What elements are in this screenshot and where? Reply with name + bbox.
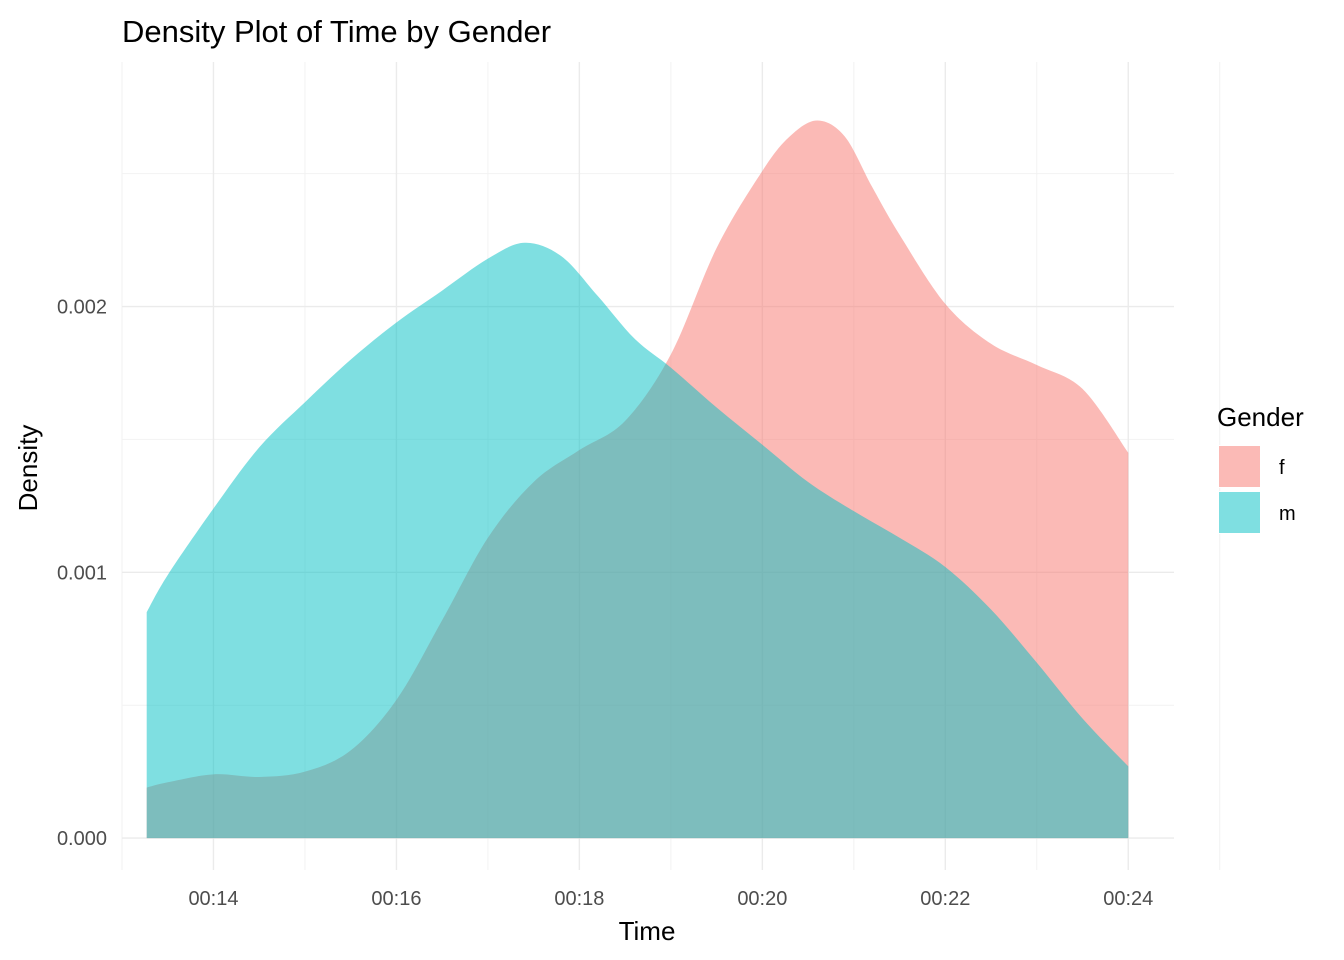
density-areas [146, 120, 1129, 839]
legend-title: Gender [1217, 402, 1304, 432]
legend-label-f: f [1279, 457, 1285, 479]
x-tick-label: 00:18 [554, 888, 604, 910]
y-tick-label: 0.000 [57, 828, 107, 850]
y-axis-ticks: 0.000 0.001 0.002 [57, 297, 107, 851]
x-axis-ticks: 00:14 00:16 00:18 00:20 00:22 00:24 [188, 888, 1153, 910]
legend-label-m: m [1279, 503, 1296, 525]
legend-key-m [1219, 492, 1260, 533]
y-tick-label: 0.002 [57, 297, 107, 319]
y-axis-title: Density [13, 425, 43, 512]
x-tick-label: 00:14 [188, 888, 238, 910]
chart-title: Density Plot of Time by Gender [122, 14, 551, 49]
y-tick-label: 0.001 [57, 562, 107, 584]
x-tick-label: 00:20 [737, 888, 787, 910]
x-tick-label: 00:24 [1103, 888, 1153, 910]
x-tick-label: 00:16 [371, 888, 421, 910]
x-axis-title: Time [619, 916, 676, 946]
legend-key-f [1219, 446, 1260, 487]
legend: Gender f m [1217, 402, 1304, 534]
x-tick-label: 00:22 [920, 888, 970, 910]
density-area-m [146, 242, 1129, 839]
